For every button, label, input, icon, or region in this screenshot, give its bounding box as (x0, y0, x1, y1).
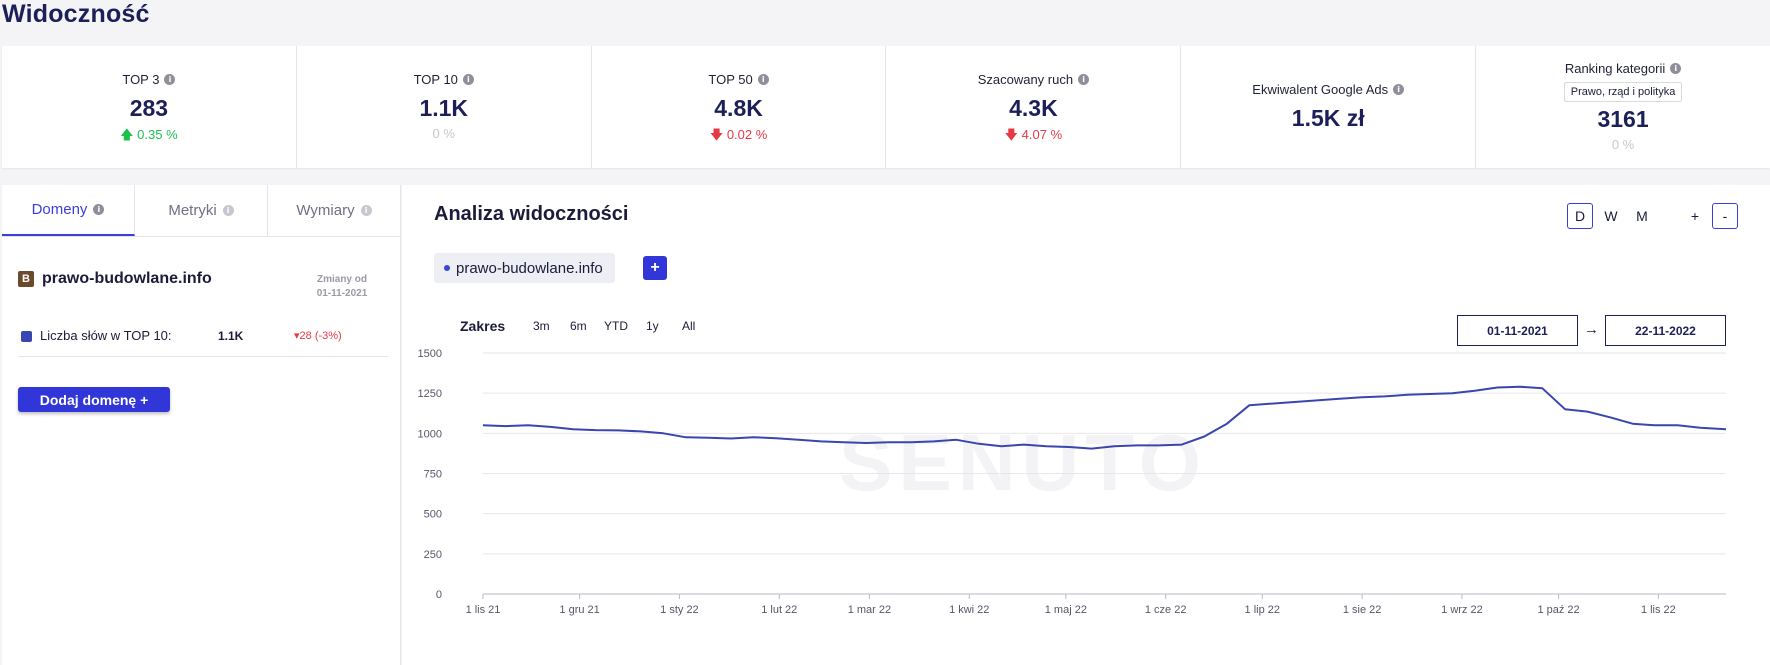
x-tick-label: 1 kwi 22 (949, 604, 989, 616)
x-tick-label: 1 cze 22 (1145, 604, 1187, 616)
range-option-3m[interactable]: 3m (533, 319, 550, 333)
section-title: Analiza widoczności (434, 203, 629, 225)
tab-bar: Domeny i Metryki i Wymiary i (2, 185, 400, 237)
y-tick-label: 1250 (418, 388, 442, 400)
visibility-analysis-panel: SENUTO Analiza widoczności D W M + - pra… (402, 185, 1770, 665)
info-icon[interactable]: i (1670, 63, 1682, 74)
stat-label: TOP 3 (122, 72, 160, 87)
series-color-icon (21, 331, 32, 342)
tab-metryki[interactable]: Metryki i (135, 185, 268, 236)
x-tick-label: 1 lis 21 (466, 604, 501, 616)
series-dot-icon (444, 265, 450, 271)
add-domain-button[interactable]: Dodaj domenę + (18, 387, 170, 412)
visibility-chart[interactable]: 0 250 500 750 1000 1250 1500 1 lis 21 1 gru 21 1 … (402, 185, 1770, 665)
stat-category-ranking: Ranking kategorii i Prawo, rząd i polityk… (1476, 46, 1770, 168)
stat-label: Szacowany ruch (977, 72, 1074, 87)
stat-label: Ranking kategorii (1564, 61, 1666, 76)
x-tick-label: 1 sty 22 (660, 604, 699, 616)
stat-change: 0 % (1611, 137, 1635, 152)
x-tick-label: 1 lis 22 (1641, 604, 1676, 616)
stat-top3: TOP 3 i 283 🡅 0.35 % (2, 46, 297, 168)
x-tick-label: 1 lut 22 (761, 604, 797, 616)
x-tick-label: 1 gru 21 (559, 604, 599, 616)
stat-value: 1.5K zł (1291, 105, 1365, 131)
x-tick-label: 1 mar 22 (848, 604, 891, 616)
info-icon: i (222, 205, 234, 216)
zoom-in-button[interactable]: + (1690, 208, 1700, 224)
series-chip-label: prawo-budowlane.info (456, 259, 603, 277)
range-option-ytd[interactable]: YTD (604, 319, 628, 333)
y-tick-label: 0 (436, 589, 442, 601)
stat-google-ads: Ekwiwalent Google Ads i 1.5K zł (1181, 46, 1477, 168)
zoom-out-button[interactable]: - (1712, 203, 1738, 229)
arrow-down-icon: 🡇 (709, 127, 724, 142)
stat-value: 283 (129, 95, 169, 121)
stat-value: 4.3K (1009, 95, 1058, 121)
changes-since: Zmiany od 01-11-2021 (316, 274, 368, 299)
date-from-input[interactable]: 01-11-2021 (1457, 315, 1578, 346)
stat-label: Ekwiwalent Google Ads (1252, 82, 1389, 97)
arrow-down-icon: 🡇 (1004, 127, 1019, 142)
domain-row[interactable]: B prawo-budowlane.info (18, 270, 212, 288)
range-option-6m[interactable]: 6m (570, 319, 587, 333)
info-icon[interactable]: i (757, 74, 769, 85)
arrow-up-icon: 🡅 (120, 127, 134, 142)
stat-change: 0.02 % (726, 127, 768, 142)
info-icon[interactable]: i (1078, 74, 1090, 85)
stat-value: 4.8K (714, 95, 763, 121)
y-tick-label: 750 (424, 469, 442, 481)
stat-change: 4.07 % (1021, 127, 1063, 142)
x-tick-label: 1 maj 22 (1045, 604, 1087, 616)
x-tick-label: 1 wrz 22 (1441, 604, 1483, 616)
range-option-all[interactable]: All (682, 319, 696, 333)
add-series-button[interactable]: + (643, 256, 667, 280)
metric-label: Liczba słów w TOP 10: (40, 328, 172, 343)
stat-change: 0 % (432, 126, 455, 141)
granularity-week-button[interactable]: W (1604, 208, 1618, 224)
info-icon[interactable]: i (164, 74, 176, 85)
info-icon: i (93, 204, 105, 215)
x-tick-label: 1 sie 22 (1343, 604, 1382, 616)
tab-domeny[interactable]: Domeny i (2, 185, 135, 236)
metric-row[interactable]: Liczba słów w TOP 10: 1.1K ▾28 (-3%) (18, 327, 388, 357)
stat-change: 0.35 % (137, 127, 178, 142)
stat-label: TOP 10 (413, 72, 458, 87)
metric-value: 1.1K (218, 329, 244, 343)
category-badge: Prawo, rząd i polityka (1563, 82, 1683, 102)
granularity-day-button[interactable]: D (1567, 203, 1593, 229)
stat-value: 3161 (1597, 106, 1649, 132)
stats-bar: TOP 3 i 283 🡅 0.35 % TOP 10 i 1.1K 0 % TOP… (2, 46, 1770, 168)
date-to-input[interactable]: 22-11-2022 (1605, 315, 1726, 346)
stat-value: 1.1K (419, 95, 469, 121)
page-title: Widoczność (2, 0, 150, 28)
x-tick-label: 1 lip 22 (1245, 604, 1280, 616)
stat-label: TOP 50 (708, 72, 753, 87)
y-tick-label: 500 (424, 509, 442, 521)
domains-panel: Domeny i Metryki i Wymiary i B prawo-budowl… (2, 185, 401, 665)
domain-name: prawo-budowlane.info (42, 270, 212, 287)
info-icon[interactable]: i (462, 74, 474, 85)
info-icon: i (360, 205, 372, 216)
info-icon[interactable]: i (1393, 84, 1405, 95)
tab-wymiary[interactable]: Wymiary i (268, 185, 400, 236)
stat-traffic: Szacowany ruch i 4.3K 🡇 4.07 % (886, 46, 1182, 168)
x-tick-label: 1 paź 22 (1537, 604, 1579, 616)
y-tick-label: 1000 (418, 428, 442, 440)
arrow-down-icon: ▾ (294, 330, 300, 342)
metric-change: 28 (-3%) (299, 330, 342, 342)
stat-top50: TOP 50 i 4.8K 🡇 0.02 % (592, 46, 887, 168)
arrow-right-icon: → (1584, 321, 1599, 338)
granularity-month-button[interactable]: M (1636, 208, 1648, 224)
range-label: Zakres (460, 318, 506, 334)
stat-top10: TOP 10 i 1.1K 0 % (297, 46, 592, 168)
favicon-icon: B (18, 271, 34, 287)
series-line[interactable] (482, 385, 1727, 450)
range-option-1y[interactable]: 1y (646, 319, 659, 333)
y-tick-label: 1500 (418, 348, 442, 360)
y-tick-label: 250 (424, 549, 442, 561)
series-chip[interactable]: prawo-budowlane.info (434, 253, 615, 283)
